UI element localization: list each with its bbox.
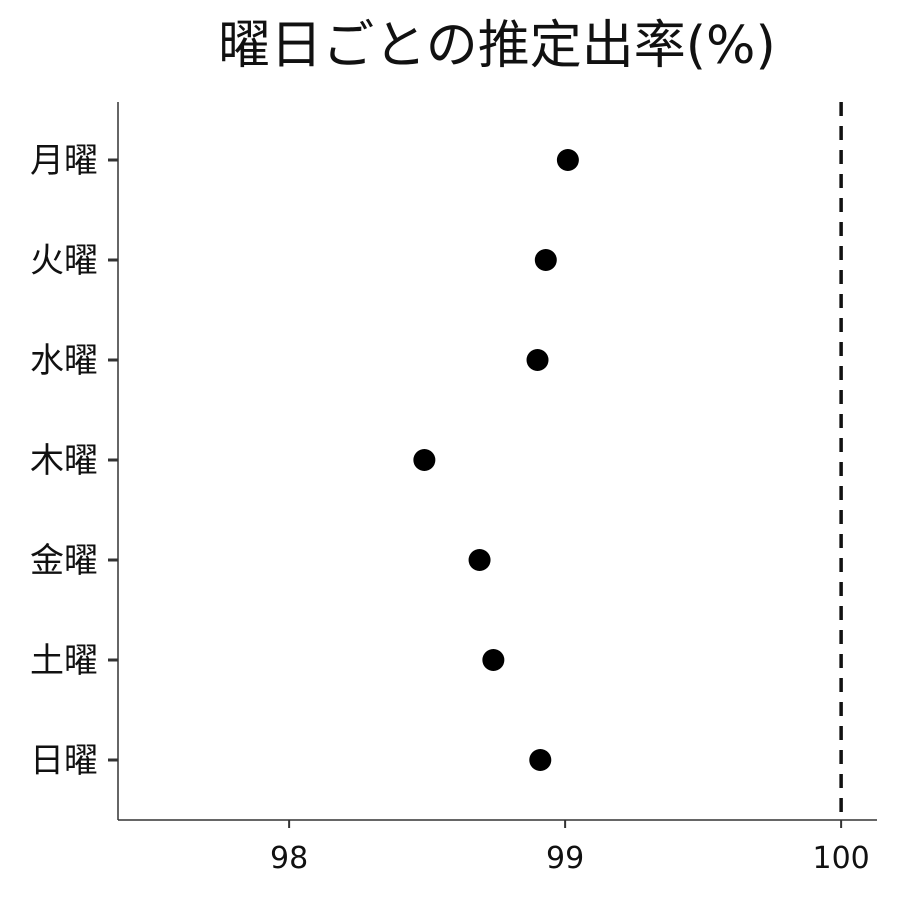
- y-tick-label: 木曜: [30, 441, 98, 481]
- data-point: [556, 149, 579, 171]
- data-point: [534, 249, 557, 271]
- y-tick-label: 金曜: [30, 541, 98, 581]
- x-tick-label: 100: [812, 841, 869, 876]
- data-point: [482, 649, 505, 671]
- y-tick-label: 月曜: [30, 141, 98, 181]
- y-tick-label: 水曜: [30, 341, 98, 381]
- data-point: [526, 349, 549, 371]
- y-tick-label: 火曜: [30, 241, 98, 281]
- x-tick-label: 98: [270, 841, 308, 876]
- data-point: [468, 549, 491, 571]
- data-point: [413, 449, 436, 471]
- chart-title: 曜日ごとの推定出率(%): [218, 16, 775, 76]
- y-tick-label: 日曜: [30, 741, 98, 781]
- y-tick-label: 土曜: [30, 641, 98, 681]
- x-tick-label: 99: [546, 841, 584, 876]
- data-point: [529, 749, 552, 771]
